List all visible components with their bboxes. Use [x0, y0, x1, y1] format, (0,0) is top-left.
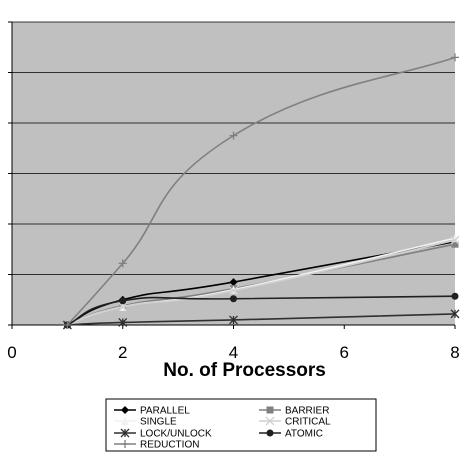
legend-label: BARRIER [285, 406, 329, 417]
data-point-reduction [229, 131, 238, 140]
legend-box [105, 398, 377, 452]
data-point-lock-unlock [450, 309, 460, 319]
legend-label: LOCK/UNLOCK [140, 429, 212, 440]
data-point-reduction [451, 53, 459, 62]
data-point-parallel [229, 278, 238, 287]
axes [8, 21, 456, 329]
series-line-atomic [67, 295, 456, 326]
data-point-critical [118, 302, 128, 312]
legend-swatch-marker [266, 406, 274, 414]
series-reduction [63, 53, 459, 329]
data-point-atomic [451, 292, 459, 300]
legend-swatch-marker [121, 417, 129, 425]
x-tick-label: 4 [229, 343, 238, 362]
legend-label: PARALLEL [140, 406, 190, 417]
legend-swatch-marker [121, 440, 129, 448]
series-atomic [63, 292, 459, 329]
x-tick-labels: 0 2 4 6 8 [7, 343, 459, 362]
data-point-atomic [119, 297, 127, 305]
legend-swatch-marker [121, 406, 129, 414]
legend: PARALLEL BARRIER SINGLE CRITICAL LOCK/UNLOCK… [105, 398, 377, 452]
series-line-lock-unlock [67, 313, 456, 326]
legend-item-parallel: PARALLEL [114, 406, 190, 417]
legend-swatch-marker [120, 428, 130, 438]
legend-label: REDUCTION [140, 440, 199, 451]
legend-label: ATOMIC [285, 429, 323, 440]
series-lines [62, 53, 460, 330]
legend-item-lock-unlock: LOCK/UNLOCK [114, 429, 212, 440]
x-axis-label: No. of Processors [163, 360, 326, 381]
series-lock-unlock [62, 309, 460, 330]
data-point-reduction [118, 259, 127, 268]
legend-item-critical: CRITICAL [259, 417, 331, 428]
data-point-critical [229, 286, 238, 296]
series-line-critical [67, 239, 456, 326]
legend-label: SINGLE [140, 417, 177, 428]
x-tick-label: 8 [450, 343, 459, 362]
data-point-critical [450, 235, 460, 245]
x-tick-label: 0 [7, 343, 16, 362]
gridlines [12, 21, 455, 275]
legend-swatch-marker [265, 416, 275, 426]
x-tick-label: 2 [118, 343, 127, 362]
x-tick-label: 6 [340, 343, 349, 362]
legend-item-reduction: REDUCTION [114, 440, 199, 451]
legend-swatch-marker [266, 429, 274, 437]
legend-label: CRITICAL [285, 417, 331, 428]
data-point-barrier [451, 240, 459, 248]
data-point-lock-unlock [229, 315, 238, 325]
legend-item-barrier: BARRIER [259, 406, 329, 417]
data-point-reduction [63, 321, 72, 329]
data-point-lock-unlock [118, 318, 128, 327]
data-point-atomic [230, 295, 237, 303]
series-line-reduction [66, 56, 456, 326]
legend-item-single: SINGLE [114, 417, 177, 428]
legend-item-atomic: ATOMIC [259, 429, 323, 440]
